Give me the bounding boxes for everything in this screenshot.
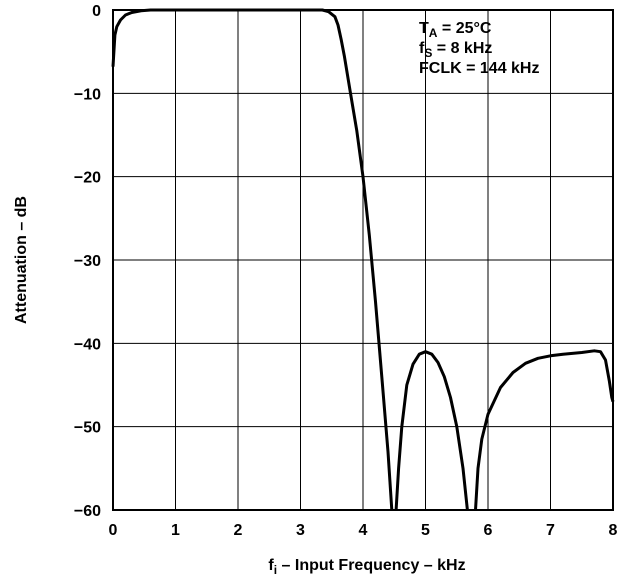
curve-segment bbox=[394, 350, 469, 511]
x-tick-label: 1 bbox=[171, 522, 180, 539]
x-tick-label: 8 bbox=[609, 522, 618, 539]
y-tick-label: −40 bbox=[74, 336, 101, 353]
x-axis-label-sub: i bbox=[274, 563, 277, 577]
curve-segment bbox=[474, 349, 615, 511]
y-tick-label: 0 bbox=[92, 3, 101, 20]
x-tick-label: 5 bbox=[421, 522, 430, 539]
condition-annotation: TA = 25°C bbox=[419, 20, 492, 40]
x-tick-label: 2 bbox=[234, 522, 243, 539]
grid-lines bbox=[113, 10, 613, 510]
condition-annotation: FCLK = 144 kHz bbox=[419, 60, 539, 77]
x-tick-label: 7 bbox=[546, 522, 555, 539]
y-tick-label: −20 bbox=[74, 170, 101, 187]
y-tick-label: −10 bbox=[74, 86, 101, 103]
x-tick-label: 0 bbox=[109, 522, 118, 539]
x-tick-label: 4 bbox=[359, 522, 368, 539]
condition-annotation: fS = 8 kHz bbox=[419, 40, 492, 60]
x-tick-label: 3 bbox=[296, 522, 305, 539]
x-axis-label-rest: – Input Frequency – kHz bbox=[277, 557, 465, 574]
y-tick-label: −60 bbox=[74, 503, 101, 520]
x-tick-label: 6 bbox=[484, 522, 493, 539]
y-axis-label: Attenuation – dB bbox=[13, 196, 30, 324]
x-tick-labels: 0 1 2 3 4 5 6 7 8 bbox=[109, 522, 618, 539]
x-axis-label: fi – Input Frequency – kHz bbox=[268, 557, 465, 577]
y-tick-label: −50 bbox=[74, 420, 101, 437]
y-tick-label: −30 bbox=[74, 253, 101, 270]
attenuation-curve bbox=[111, 8, 615, 511]
curve-segment bbox=[111, 8, 394, 511]
y-tick-labels: 0 −10 −20 −30 −40 −50 −60 bbox=[74, 3, 101, 520]
x-axis-label-main: f bbox=[268, 557, 274, 574]
plot-frame bbox=[112, 9, 614, 511]
